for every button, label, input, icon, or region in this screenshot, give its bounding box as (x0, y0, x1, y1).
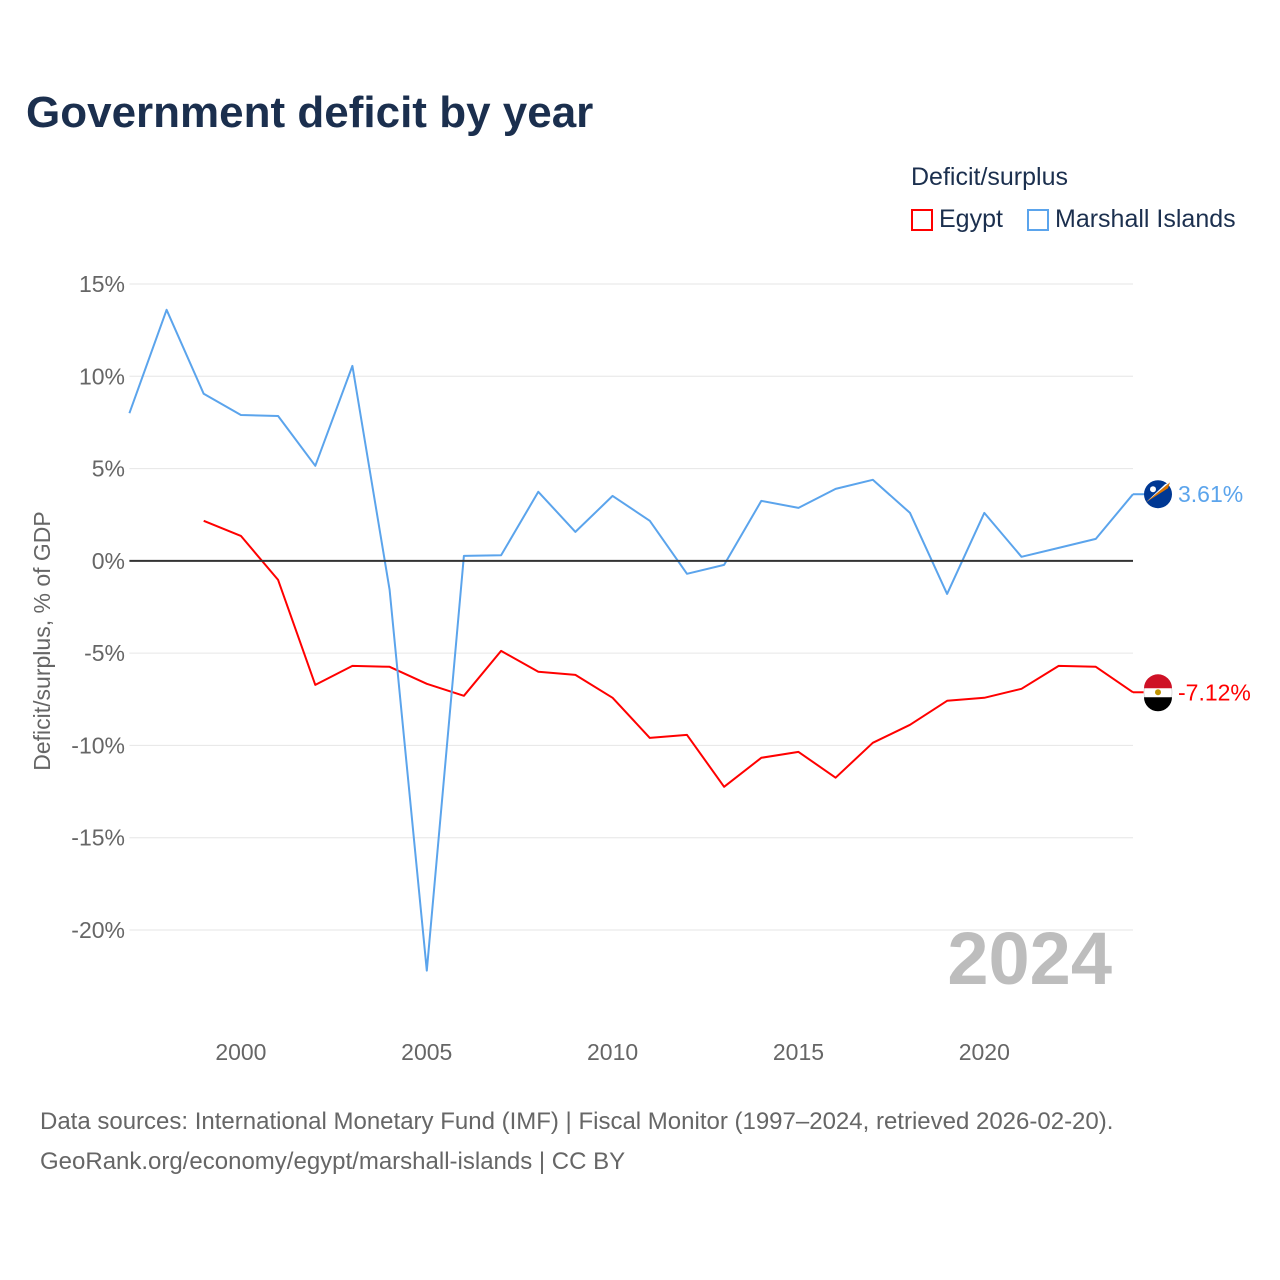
legend-item-marshall-islands[interactable]: Marshall Islands (1027, 205, 1236, 234)
footer-link[interactable]: GeoRank.org/economy/egypt/marshall-islan… (40, 1148, 626, 1175)
x-tick-label: 2020 (959, 1039, 1010, 1065)
y-tick-label: 0% (92, 548, 125, 574)
x-tick-label: 2015 (773, 1039, 824, 1065)
flag-star (1150, 486, 1156, 493)
legend-swatch-marshall-islands (1027, 208, 1049, 231)
y-tick-label: -5% (84, 640, 125, 666)
legend-label: Marshall Islands (1055, 205, 1236, 233)
x-tick-label: 2005 (401, 1039, 452, 1065)
year-watermark: 2024 (947, 917, 1112, 1000)
legend-label: Egypt (939, 205, 1003, 233)
x-tick-label: 2000 (215, 1039, 266, 1065)
series-line-egypt (203, 519, 1134, 788)
egypt-flag-black (1144, 697, 1172, 712)
egypt-flag-red (1144, 674, 1172, 689)
footer-sources: Data sources: International Monetary Fun… (40, 1108, 1114, 1135)
legend-item-egypt[interactable]: Egypt (911, 205, 1003, 234)
y-tick-label: -10% (71, 732, 125, 758)
legend-title: Deficit/surplus (911, 163, 1068, 191)
series-line-marshall-islands (128, 308, 1134, 972)
y-tick-label: -20% (71, 917, 125, 943)
end-value-label: -7.12% (1178, 679, 1251, 705)
flag-stripe-white (1146, 482, 1170, 503)
chart-title: Government deficit by year (26, 88, 594, 137)
legend-swatch-egypt (911, 208, 933, 231)
y-tick-label: -15% (71, 825, 125, 851)
x-tick-label: 2010 (587, 1039, 638, 1065)
end-value-label: 3.61% (1178, 481, 1243, 507)
y-tick-label: 15% (79, 271, 125, 297)
y-tick-label: 10% (79, 363, 125, 389)
y-tick-label: 5% (92, 456, 125, 482)
y-axis-label: Deficit/surplus, % of GDP (29, 511, 55, 770)
egypt-flag-eagle (1155, 689, 1161, 696)
